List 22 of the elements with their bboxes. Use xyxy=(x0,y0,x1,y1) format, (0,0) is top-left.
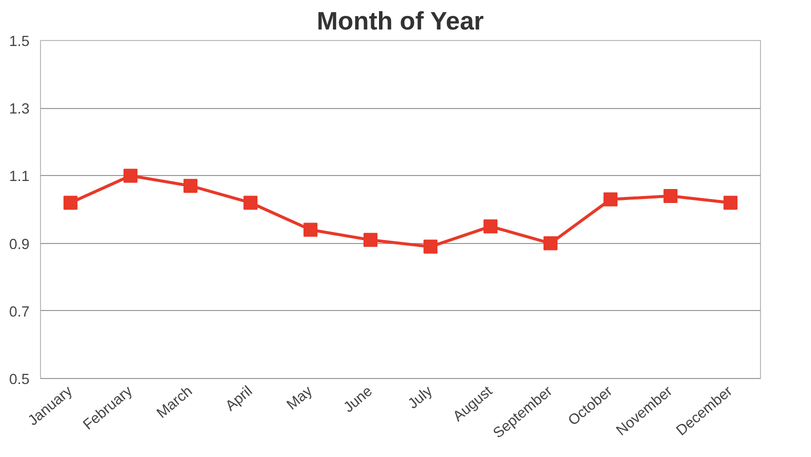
point xyxy=(544,236,558,250)
point xyxy=(664,188,678,203)
x-tick-label: July xyxy=(405,382,436,412)
y-tick-label: 0.5 xyxy=(9,372,30,388)
point xyxy=(484,219,498,234)
y-tick-label: 0.9 xyxy=(9,236,30,253)
point xyxy=(724,196,738,210)
point xyxy=(244,196,258,210)
point xyxy=(304,222,318,237)
y-tick-label: 1.1 xyxy=(9,169,30,186)
x-tick-label: May xyxy=(284,382,316,414)
x-tick-label: June xyxy=(341,383,376,416)
point xyxy=(64,196,78,210)
chart-title: Month of Year xyxy=(316,8,484,36)
point xyxy=(124,168,138,183)
point xyxy=(364,232,378,247)
y-tick-label: 0.7 xyxy=(9,304,30,320)
point xyxy=(424,240,438,254)
point xyxy=(184,178,198,193)
y-tick-label: 1.5 xyxy=(9,34,30,50)
y-tick-label: 1.3 xyxy=(9,102,30,118)
point xyxy=(604,192,618,206)
